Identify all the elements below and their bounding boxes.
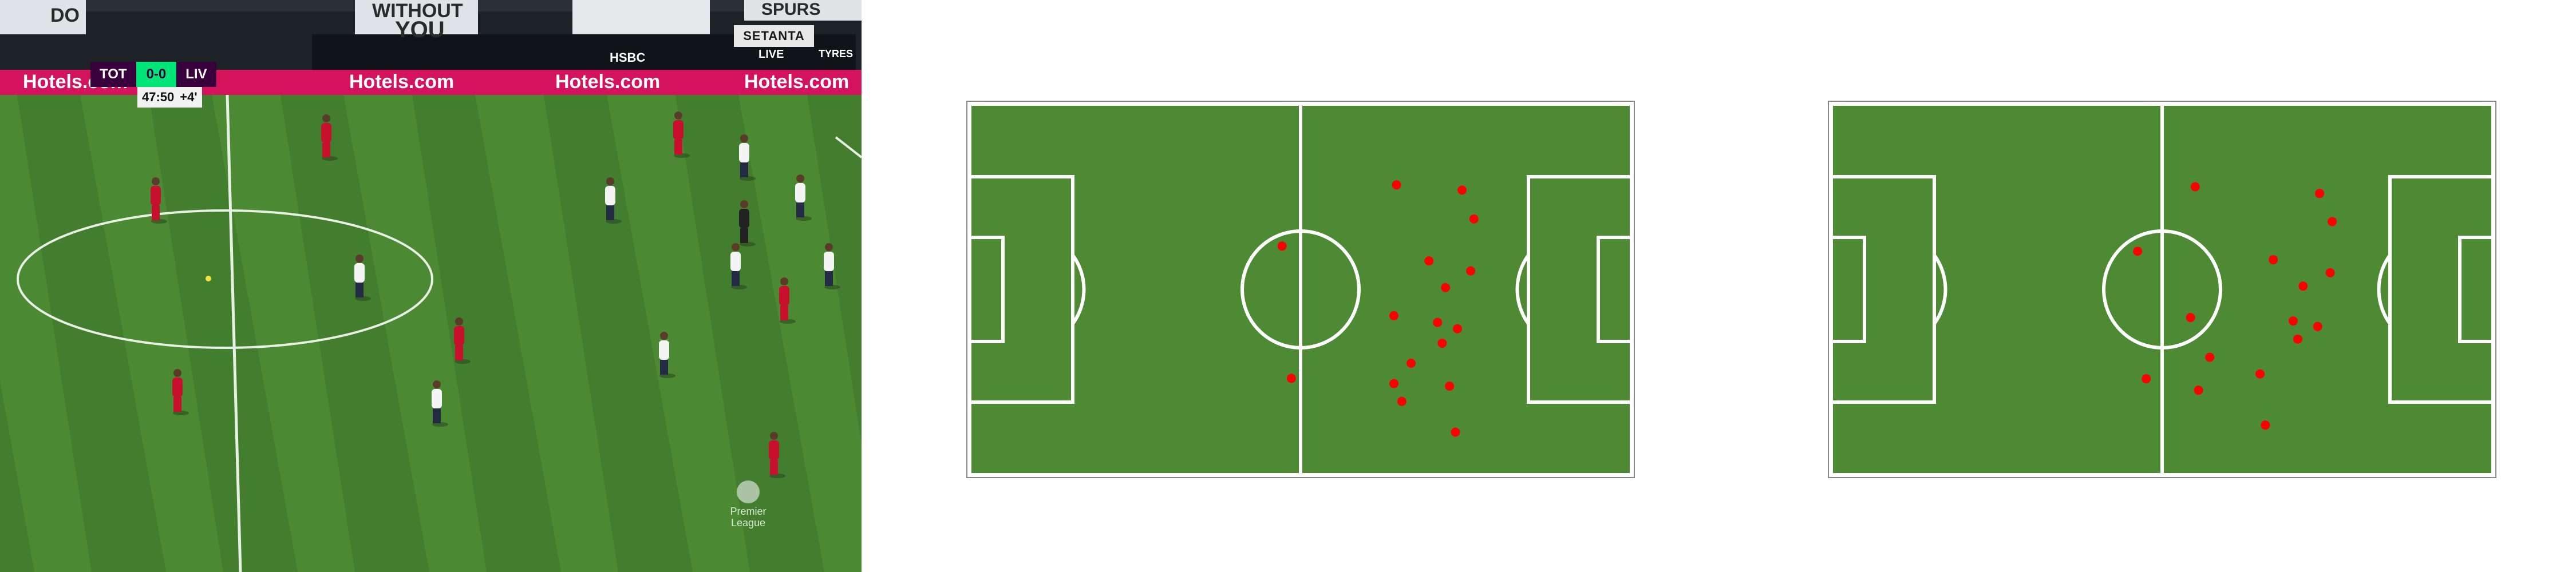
player-figure [739,134,756,181]
player-figure [769,432,785,478]
player-positions-left [1277,180,1479,437]
grass-stripe [675,95,824,572]
player-figure [354,255,371,301]
player-figure [151,177,167,224]
player-dot [2205,352,2215,362]
away-team-abbr: LIV [176,62,216,87]
player-figure [739,200,756,247]
player-dot [1389,379,1398,388]
player-figure [730,243,747,289]
ball [206,276,211,281]
player-figure [321,114,338,161]
halfway-line [226,94,242,572]
centre-circle [17,209,433,349]
stand-banner-left [0,0,86,34]
player-dot [1437,338,1447,348]
player-dot [1392,180,1401,190]
lion-icon [737,480,760,503]
player-dot [1441,283,1451,292]
ad-hotels-3: Hotels.com [555,71,661,93]
score-bug: TOT 0-0 LIV [90,62,216,87]
broadcast-frame: Hotels.com Hotels.com Hotels.com Hotels.… [0,0,862,572]
player-figure [795,174,812,221]
match-clock: 47:50 +4' [137,87,202,108]
player-dot [2194,386,2203,395]
player-dot [1397,396,1406,406]
grass-stripe [0,381,34,572]
stand-banner-cockerel [572,0,710,40]
broadcast-players [151,112,840,478]
league-logo-line2: League [730,517,766,529]
premier-league-logo: Premier League [722,480,774,529]
player-figure [432,380,448,427]
stand-text-spurs: SPURS [761,0,821,19]
player-figure [779,277,796,324]
player-dot [2142,374,2151,384]
pitch-map-left [966,101,1635,478]
player-dot [2315,189,2325,198]
home-team-abbr: TOT [90,62,136,87]
grass-stripe [544,95,693,572]
player-dot [1286,374,1296,383]
player-dot [2261,420,2270,430]
player-dot [2293,334,2302,344]
pitch-map-left-svg [966,101,1635,478]
player-dot [1424,256,1434,266]
stand-text-without: WITHOUT [372,0,463,22]
player-dot [2288,316,2298,326]
player-dot [1389,311,1398,321]
grass-stripe [17,95,166,572]
clock-time: 47:50 [142,90,175,104]
player-dot [1469,214,1479,224]
player-dot [2298,281,2308,291]
player-dot [1466,266,1476,276]
player-figure [673,112,690,158]
player-figure [659,332,675,378]
player-dot [2325,268,2335,277]
player-dot [1457,185,1467,195]
player-dot [2313,321,2322,331]
player-dot [1433,317,1443,327]
pitch-lines [1830,102,2495,476]
broadcast-scene [0,0,862,572]
ad-hotels-2: Hotels.com [349,71,455,93]
pitch-map-right-svg [1828,101,2496,478]
player-dot [1445,382,1455,391]
player-dot [1452,324,1462,333]
ad-hotels-4: Hotels.com [744,71,850,93]
player-dot [1451,427,1460,437]
stand-banner-spurs [744,0,862,21]
player-dot [2269,255,2278,265]
grass-stripe [807,95,862,444]
hsbc-board: HSBC [610,50,646,65]
grass-stripe [412,95,561,572]
pitch-lines [968,102,1633,476]
player-positions-right [2133,182,2337,430]
player-dot [1406,358,1416,368]
player-figure [605,177,622,224]
live-label: LIVE [758,48,784,61]
player-dot [2133,247,2143,256]
player-dot [1277,241,1287,251]
stand-text-tyres: TYRES [819,48,854,59]
match-score: 0-0 [136,62,177,87]
league-logo-line1: Premier [730,506,767,517]
player-figure [454,317,471,364]
pitch-map-right [1828,101,2496,478]
player-figure [172,369,189,415]
stand-text-you: YOU [395,17,445,42]
player-dot [2190,182,2200,192]
player-dot [2328,217,2337,227]
grass-stripe [149,95,298,572]
setanta-logo: SETANTA [734,25,814,47]
grass-stripes [0,95,862,572]
player-dot [2255,369,2265,379]
player-dot [2186,313,2195,323]
added-time: +4' [180,90,197,104]
stand-text-do: DO [50,5,80,26]
player-figure [824,243,840,289]
